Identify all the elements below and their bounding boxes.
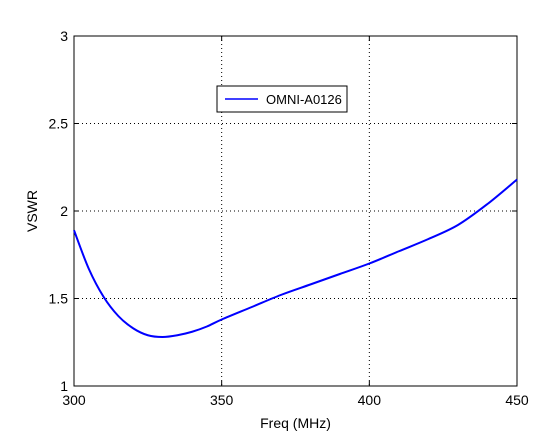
- series-layer: [73, 178, 518, 339]
- legend: OMNI-A0126: [216, 85, 348, 113]
- x-tick-label: 400: [358, 392, 382, 408]
- y-tick-label: 2.5: [49, 116, 69, 132]
- y-axis-label: VSWR: [24, 190, 40, 232]
- x-tick-label: 350: [210, 392, 234, 408]
- x-tick-label: 300: [62, 392, 86, 408]
- axis-ticks: [73, 35, 518, 387]
- y-tick-label: 2: [60, 203, 68, 219]
- x-axis-label: Freq (MHz): [260, 415, 331, 431]
- y-tick-label: 1.5: [49, 291, 69, 307]
- legend-label: OMNI-A0126: [266, 92, 342, 107]
- x-tick-label: 450: [505, 392, 529, 408]
- y-tick-label: 1: [60, 378, 68, 394]
- y-tick-label: 3: [60, 28, 68, 44]
- series-line: [73, 178, 518, 339]
- tick-labels: 300 350 400 450 1 1.5 2 2.5 3: [49, 28, 529, 408]
